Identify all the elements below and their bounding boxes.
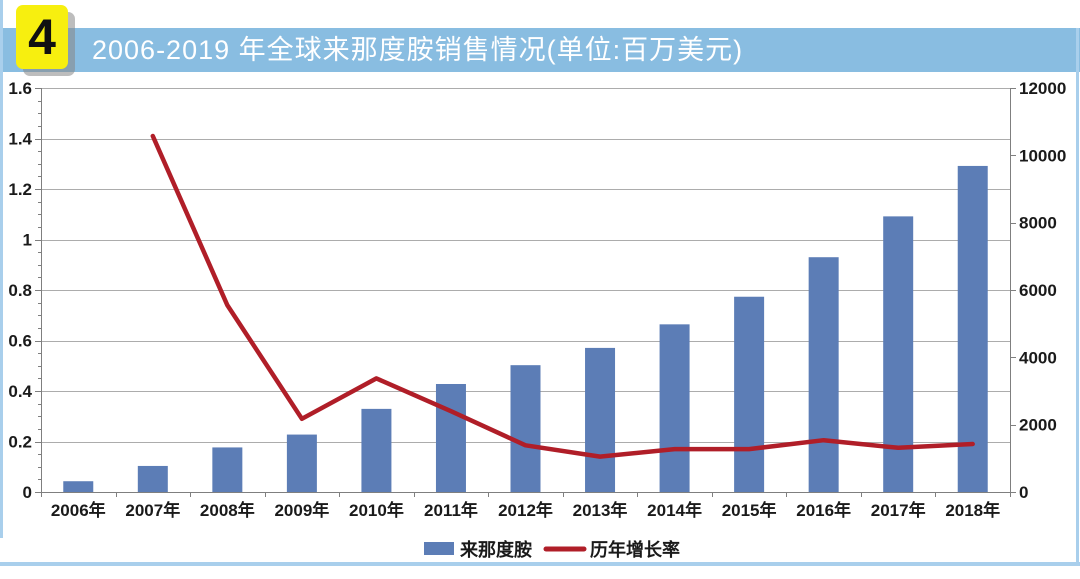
bar-2010年	[361, 408, 392, 492]
left-axis-tick-label: 1	[23, 231, 32, 250]
x-axis-tick-label: 2018年	[945, 500, 1000, 520]
card-border-right	[1076, 28, 1079, 566]
x-axis-tick-label: 2007年	[125, 500, 180, 520]
x-axis-tick-label: 2014年	[647, 500, 702, 520]
legend: 来那度胺 历年增长率	[424, 539, 680, 560]
right-axis-tick-label: 10000	[1019, 146, 1066, 165]
x-axis-tick-label: 2016年	[796, 500, 851, 520]
right-axis-tick-label: 12000	[1019, 79, 1066, 98]
left-axis-tick-label: 1.6	[8, 79, 32, 98]
axes	[35, 88, 1016, 497]
bar-2007年	[137, 465, 168, 492]
legend-bar-swatch	[424, 542, 454, 555]
right-axis-tick-label: 6000	[1019, 281, 1057, 300]
left-axis-tick-label: 0	[23, 483, 32, 502]
bar-2014年	[659, 324, 690, 492]
left-axis-tick-label: 1.4	[8, 130, 32, 149]
x-axis-tick-label: 2006年	[51, 500, 106, 520]
growth-rate-line	[150, 133, 975, 459]
legend-bar-label: 来那度胺	[459, 539, 532, 560]
bar-2013年	[585, 347, 616, 492]
bar-2018年	[957, 165, 988, 492]
chart-title: 2006-2019 年全球来那度胺销售情况(单位:百万美元)	[92, 35, 744, 65]
left-axis-tick-label: 0.4	[8, 382, 32, 401]
bar-2006年	[63, 481, 94, 492]
bar-2017年	[883, 216, 914, 492]
right-axis-tick-label: 0	[1019, 483, 1028, 502]
bar-2009年	[286, 434, 317, 492]
x-axis-tick-label: 2009年	[274, 500, 329, 520]
figure-number-badge: 4	[16, 5, 68, 69]
x-axis-tick-label: 2015年	[722, 500, 777, 520]
right-axis-tick-label: 2000	[1019, 416, 1057, 435]
bar-2008年	[212, 447, 243, 492]
bar-2015年	[734, 296, 765, 492]
right-axis-tick-label: 8000	[1019, 214, 1057, 233]
left-axis-tick-label: 0.2	[8, 433, 32, 452]
figure-number: 4	[28, 9, 56, 65]
left-axis-tick-label: 0.8	[8, 281, 32, 300]
x-axis-tick-label: 2012年	[498, 500, 553, 520]
x-axis-tick-label: 2013年	[573, 500, 628, 520]
card-border-left	[0, 0, 3, 538]
card-border-bottom	[0, 562, 1080, 566]
x-axis-labels: 2006年 2007年 2008年 2009年 2010年 2011年 2012年 2013年…	[51, 500, 1000, 520]
legend-line-label: 历年增长率	[590, 539, 680, 560]
right-axis-tick-label: 4000	[1019, 348, 1057, 367]
bar-2012年	[510, 365, 541, 492]
x-axis-tick-label: 2011年	[424, 500, 478, 520]
bar-2016年	[808, 257, 839, 492]
bar-2011年	[435, 383, 466, 492]
x-axis-tick-label: 2017年	[871, 500, 926, 520]
left-axis-labels: 0 0.2 0.4 0.6 0.8 1 1.2 1.4 1.6	[8, 79, 32, 502]
chart-title-bar: 2006-2019 年全球来那度胺销售情况(单位:百万美元)	[0, 28, 1080, 72]
left-axis-tick-label: 1.2	[8, 180, 32, 199]
right-axis-labels: 0 2000 4000 6000 8000 10000 12000	[1019, 79, 1066, 502]
bar-series	[63, 165, 988, 492]
left-axis-tick-label: 0.6	[8, 332, 32, 351]
x-axis-tick-label: 2010年	[349, 500, 404, 520]
x-axis-tick-label: 2008年	[200, 500, 255, 520]
